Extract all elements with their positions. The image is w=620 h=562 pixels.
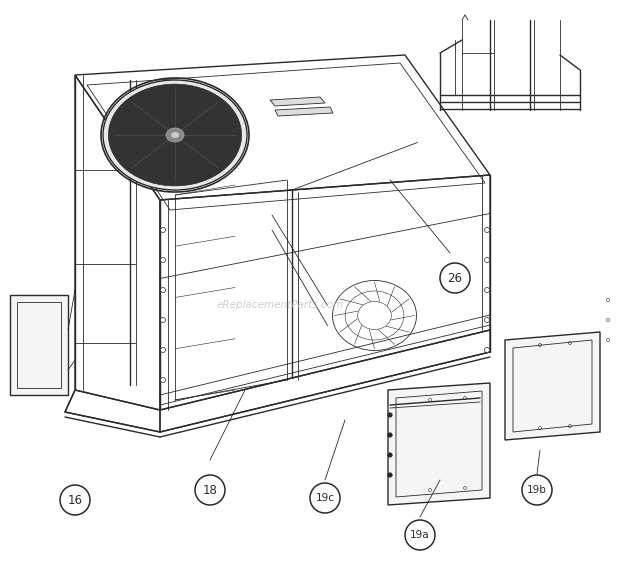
Ellipse shape <box>103 80 247 190</box>
Text: 19c: 19c <box>316 493 335 503</box>
Text: 19a: 19a <box>410 530 430 540</box>
Circle shape <box>388 413 392 417</box>
Polygon shape <box>10 295 68 395</box>
Circle shape <box>405 520 435 550</box>
Text: eReplacementParts.com: eReplacementParts.com <box>216 300 343 310</box>
Circle shape <box>484 257 490 262</box>
Circle shape <box>161 228 166 233</box>
Circle shape <box>484 318 490 323</box>
Circle shape <box>161 378 166 383</box>
Polygon shape <box>270 97 325 106</box>
Text: 26: 26 <box>448 271 463 284</box>
Text: 18: 18 <box>203 483 218 496</box>
Circle shape <box>60 485 90 515</box>
Polygon shape <box>388 383 490 505</box>
Circle shape <box>484 288 490 292</box>
Text: 19b: 19b <box>527 485 547 495</box>
Circle shape <box>310 483 340 513</box>
Ellipse shape <box>166 128 184 142</box>
Circle shape <box>161 288 166 292</box>
Text: 16: 16 <box>68 493 82 506</box>
Circle shape <box>522 475 552 505</box>
Circle shape <box>484 347 490 352</box>
Circle shape <box>161 257 166 262</box>
Circle shape <box>440 263 470 293</box>
Circle shape <box>161 318 166 323</box>
Circle shape <box>161 347 166 352</box>
Circle shape <box>388 473 392 477</box>
Polygon shape <box>505 332 600 440</box>
Circle shape <box>388 433 392 437</box>
Polygon shape <box>275 107 333 116</box>
Ellipse shape <box>108 84 242 186</box>
Circle shape <box>484 228 490 233</box>
Ellipse shape <box>171 132 179 138</box>
Circle shape <box>388 453 392 457</box>
Circle shape <box>195 475 225 505</box>
